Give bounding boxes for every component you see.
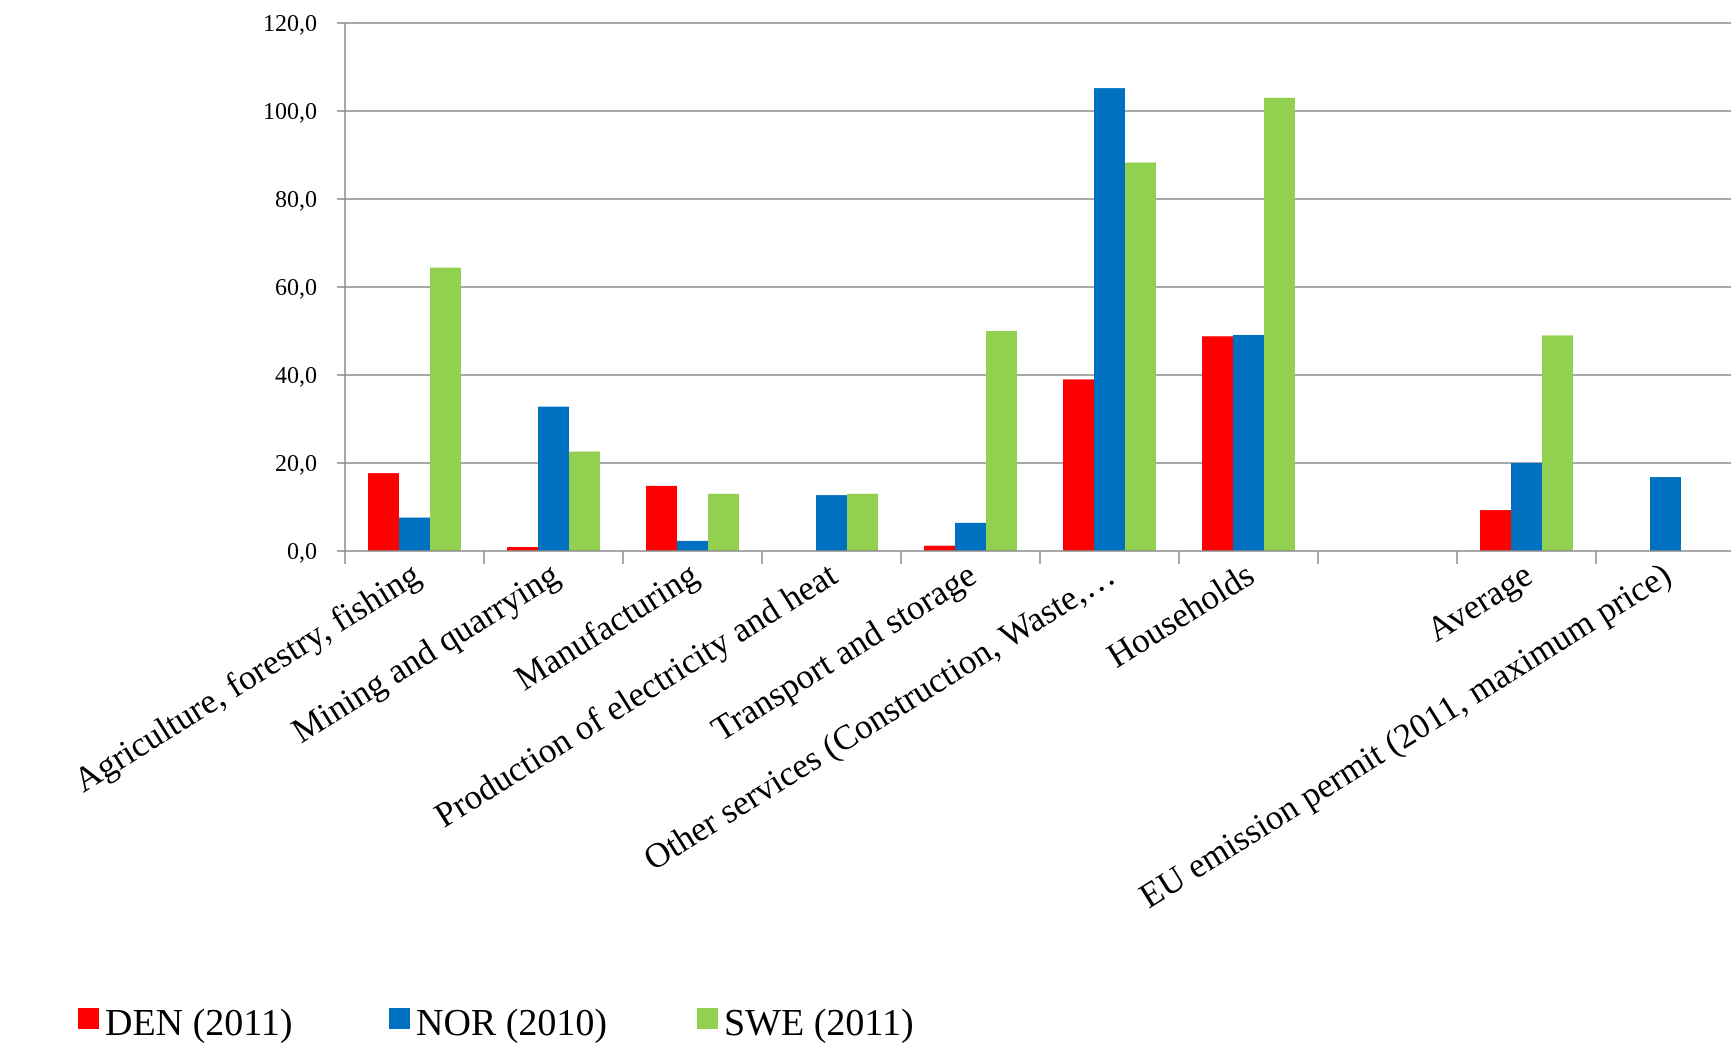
y-tick-label: 40,0 [275,363,317,389]
bar [1094,88,1125,552]
bar [1233,334,1264,551]
y-tick-label: 80,0 [275,187,317,213]
y-tick-label: 120,0 [263,11,317,37]
category-label: Mining and quarrying [285,555,566,751]
bar [1511,463,1542,551]
bar [986,331,1017,551]
y-tick-label: 0,0 [287,539,317,565]
bar [538,406,569,551]
legend-label: NOR (2010) [416,1002,607,1044]
bar [569,451,600,551]
gridlines [345,22,1731,464]
bar [368,473,399,551]
legend-label: SWE (2011) [724,1002,914,1044]
category-label: Average [1420,555,1539,650]
bar [677,540,708,551]
bar [1480,510,1511,551]
bars [368,88,1681,552]
bar [507,547,538,551]
category-label: Households [1100,555,1261,676]
legend-swatch [697,1008,718,1029]
bar [955,522,986,551]
legend-swatch [389,1008,410,1029]
y-axis-tick-labels: 0,0 20,0 40,0 60,0 80,0 100,0 120,0 [263,11,317,565]
bar [1650,477,1681,551]
y-tick-label: 100,0 [263,99,317,125]
bar [847,493,878,551]
bar [1202,336,1233,551]
bar [816,495,847,551]
bar [1125,162,1156,552]
bar [430,267,461,551]
bar [1542,335,1573,551]
bar [646,485,677,551]
bar [1063,379,1094,551]
legend-swatch [78,1008,99,1029]
axes [337,22,1731,564]
legend-label: DEN (2011) [105,1002,293,1044]
y-tick-label: 20,0 [275,451,317,477]
bar [1264,97,1295,552]
bar [399,517,430,551]
bar [708,493,739,551]
y-tick-label: 60,0 [275,275,317,301]
bar [924,545,955,551]
legend: DEN (2011) NOR (2010) SWE (2011) [78,1002,914,1044]
